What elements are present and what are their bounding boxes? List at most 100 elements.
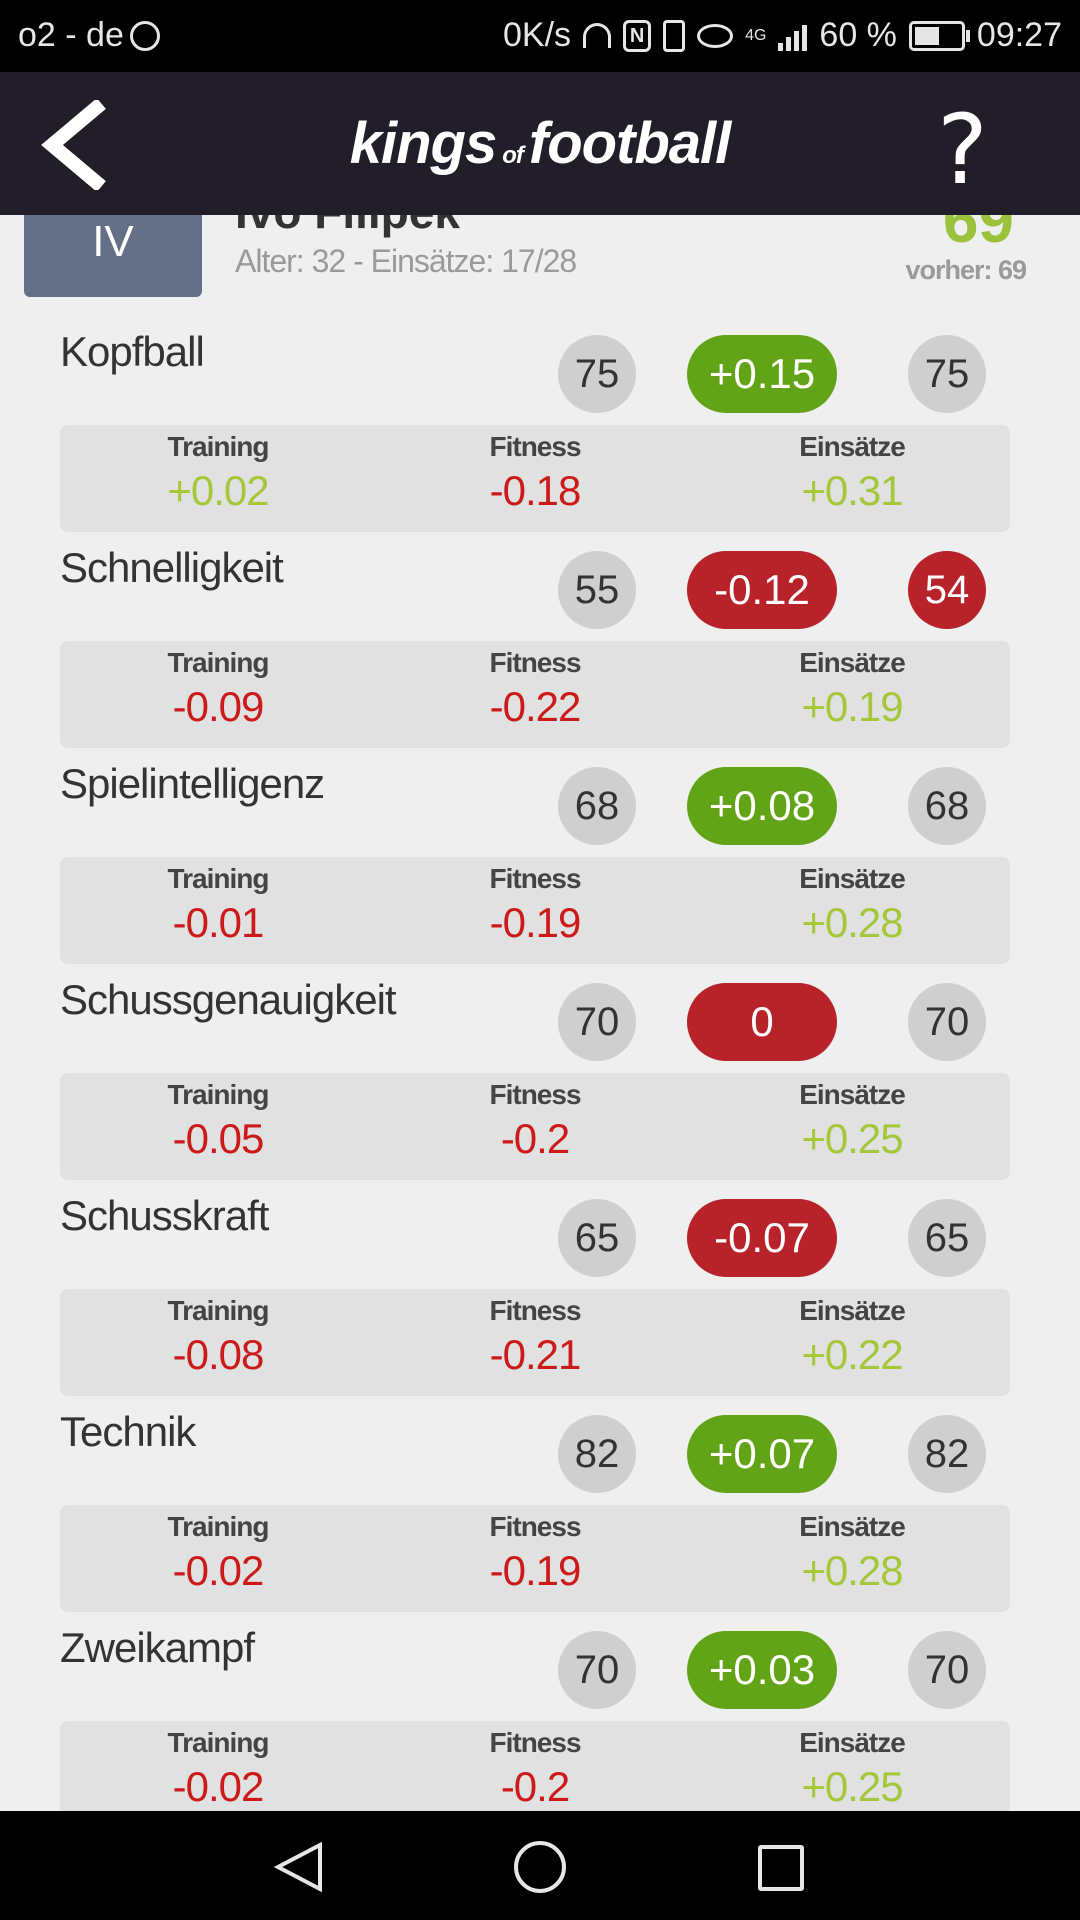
app-logo: kings of football [0,110,1080,177]
matches-column: Einsätze +0.31 [702,431,1002,515]
matches-value: +0.28 [801,899,903,946]
skill-list[interactable]: Kopfball 75 +0.15 75 Training +0.02 Fitn… [0,300,1080,1811]
net-speed-label: 0K/s [503,16,572,54]
matches-label: Einsätze [799,1727,906,1758]
fitness-value: -0.19 [489,1547,582,1594]
training-value: -0.09 [172,683,265,730]
fitness-column: Fitness -0.2 [385,1727,685,1811]
skill-row[interactable]: Schussgenauigkeit 70 0 70 Training -0.05… [0,948,1080,1180]
matches-column: Einsätze +0.22 [702,1295,1002,1379]
skill-name: Zweikampf [60,1624,255,1671]
skill-row[interactable]: Spielintelligenz 68 +0.08 68 Training -0… [0,732,1080,964]
skill-new-value: 68 [908,767,986,845]
skill-breakdown: Training -0.02 Fitness -0.2 Einsätze +0.… [60,1721,1010,1811]
status-bar-right: 0K/s N 4G 60 % 09:27 [503,16,1062,55]
player-header: IV Ivo Filipek Alter: 32 - Einsätze: 17/… [0,215,1080,300]
training-value: -0.02 [172,1547,265,1594]
fitness-column: Fitness -0.18 [385,431,685,515]
skill-old-value: 75 [558,335,636,413]
fitness-column: Fitness -0.19 [385,863,685,947]
skill-delta-badge: 0 [687,983,837,1061]
fitness-label: Fitness [489,1079,581,1110]
nav-back-icon[interactable] [272,1841,326,1893]
skill-name: Kopfball [60,328,205,375]
skill-delta-badge: -0.12 [687,551,837,629]
matches-label: Einsätze [799,431,906,462]
fitness-value: -0.22 [489,683,582,730]
battery-percent-label: 60 % [819,16,897,54]
training-value: -0.01 [172,899,265,946]
vibrate-icon [663,19,686,52]
back-chevron-icon[interactable] [36,100,116,190]
battery-icon [908,20,970,51]
skill-row[interactable]: Kopfball 75 +0.15 75 Training +0.02 Fitn… [0,300,1080,532]
clock-label: 09:27 [976,16,1062,54]
matches-value: +0.22 [801,1331,903,1378]
training-value: +0.02 [167,467,269,514]
player-name: Ivo Filipek [235,215,460,239]
training-column: Training -0.02 [68,1727,368,1811]
fitness-value: -0.2 [500,1115,570,1162]
battery-fill [914,26,939,45]
whatsapp-icon [129,20,160,51]
training-label: Training [167,1727,270,1758]
matches-label: Einsätze [799,1511,906,1542]
skill-delta-badge: +0.08 [687,767,837,845]
logo-of: of [502,142,524,169]
fitness-label: Fitness [489,1511,581,1542]
status-bar-left: o2 - de [18,16,160,55]
matches-value: +0.31 [801,467,903,514]
fitness-label: Fitness [489,431,581,462]
headphones-icon [583,23,612,48]
logo-kings: kings [349,111,497,176]
training-column: Training -0.01 [68,863,368,947]
matches-value: +0.25 [801,1115,903,1162]
training-value: -0.02 [172,1763,265,1810]
skill-name: Schnelligkeit [60,544,284,591]
logo-football: football [528,111,731,176]
skill-delta-badge: +0.07 [687,1415,837,1493]
app-bar: kings of football ? [0,72,1080,215]
signal-icon [778,21,808,51]
player-previous-rating: vorher: 69 [905,255,1027,285]
carrier-label: o2 - de [18,16,124,54]
matches-column: Einsätze +0.19 [702,647,1002,731]
matches-label: Einsätze [799,1295,906,1326]
fitness-label: Fitness [489,1727,581,1758]
skill-row[interactable]: Schnelligkeit 55 -0.12 54 Training -0.09… [0,516,1080,748]
position-badge: IV [24,215,202,297]
matches-label: Einsätze [799,1079,906,1110]
fitness-label: Fitness [489,647,581,678]
fitness-value: -0.18 [489,467,582,514]
skill-name: Spielintelligenz [60,760,325,807]
skill-old-value: 68 [558,767,636,845]
nav-home-icon[interactable] [514,1841,566,1893]
fitness-column: Fitness -0.19 [385,1511,685,1595]
skill-breakdown: Training -0.02 Fitness -0.19 Einsätze +0… [60,1505,1010,1612]
skill-name: Schusskraft [60,1192,269,1239]
fitness-column: Fitness -0.21 [385,1295,685,1379]
skill-row[interactable]: Zweikampf 70 +0.03 70 Training -0.02 Fit… [0,1596,1080,1811]
fitness-column: Fitness -0.22 [385,647,685,731]
matches-value: +0.28 [801,1547,903,1594]
fitness-value: -0.2 [500,1763,570,1810]
matches-label: Einsätze [799,647,906,678]
nav-recent-apps-icon[interactable] [758,1845,804,1891]
skill-breakdown: Training -0.01 Fitness -0.19 Einsätze +0… [60,857,1010,964]
training-value: -0.08 [172,1331,265,1378]
fitness-value: -0.19 [489,899,582,946]
training-column: Training -0.09 [68,647,368,731]
skill-old-value: 70 [558,1631,636,1709]
skill-old-value: 82 [558,1415,636,1493]
training-label: Training [167,431,270,462]
skill-new-value: 70 [908,983,986,1061]
training-label: Training [167,1511,270,1542]
fitness-value: -0.21 [489,1331,582,1378]
matches-column: Einsätze +0.25 [702,1727,1002,1811]
training-column: Training +0.02 [68,431,368,515]
skill-row[interactable]: Technik 82 +0.07 82 Training -0.02 Fitne… [0,1380,1080,1612]
skill-row[interactable]: Schusskraft 65 -0.07 65 Training -0.08 F… [0,1164,1080,1396]
skill-breakdown: Training -0.08 Fitness -0.21 Einsätze +0… [60,1289,1010,1396]
training-column: Training -0.08 [68,1295,368,1379]
help-question-icon[interactable]: ? [937,94,988,206]
